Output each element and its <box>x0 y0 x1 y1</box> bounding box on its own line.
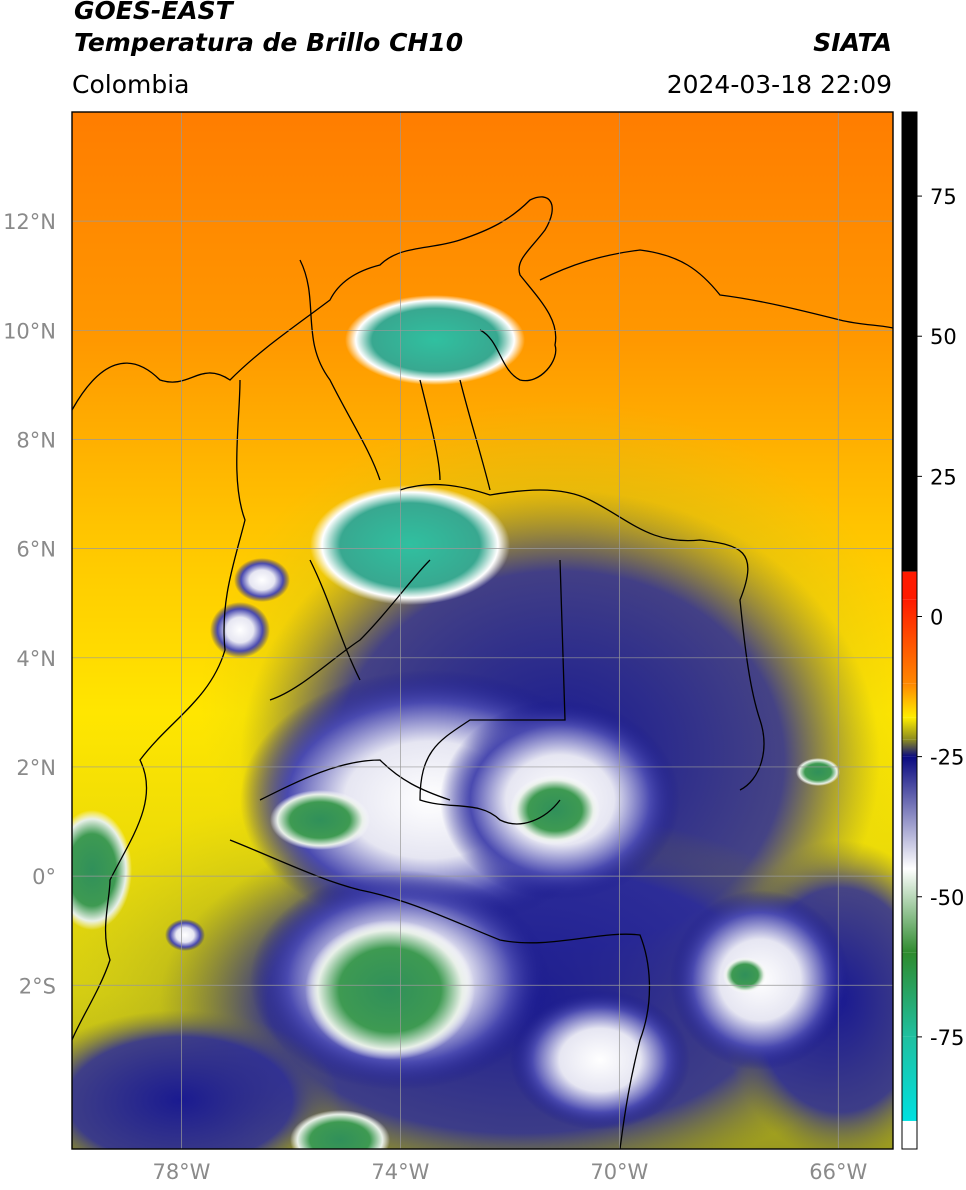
colorbar-tick-label: 0 <box>930 605 943 629</box>
region-label: Colombia <box>72 70 190 99</box>
cold-core-5 <box>796 758 840 786</box>
colorbar-tick-label: 25 <box>930 465 957 489</box>
colorbar-segment <box>902 112 917 572</box>
internal-border-1 <box>419 559 566 825</box>
longitude-labels: 78°W 74°W 70°W 66°W <box>152 1160 867 1184</box>
cold-core-7 <box>290 1110 390 1149</box>
lon-tick-label: 66°W <box>809 1160 867 1184</box>
pacific-coast <box>72 379 246 1041</box>
map-frame <box>71 111 894 1150</box>
lat-tick-label: 6°N <box>16 538 56 562</box>
lat-tick-label: 10°N <box>3 319 56 343</box>
venezuela-coast <box>539 249 893 329</box>
graticule <box>72 112 893 1149</box>
latitude-labels: 12°N 10°N 8°N 6°N 4°N 2°N 0° 2°S <box>3 210 56 998</box>
internal-borders <box>259 559 451 801</box>
lat-tick-label: 2°N <box>16 756 56 780</box>
cloud-small-west-2 <box>210 602 270 658</box>
colorbar-segment <box>902 739 917 757</box>
cold-core-1 <box>510 775 600 845</box>
teal-core-central <box>310 485 510 605</box>
cloud-small-pacific <box>165 919 205 951</box>
colorbar <box>902 112 917 1149</box>
lon-tick-label: 74°W <box>371 1160 429 1184</box>
colombia-venezuela-border <box>399 483 765 791</box>
colorbar-tick-label: -25 <box>930 746 964 770</box>
teal-core-north <box>345 295 525 385</box>
cold-core-6 <box>72 810 132 930</box>
colorbar-segment <box>902 868 917 953</box>
colorbar-segment <box>902 952 917 1037</box>
colorbar-tick-label: 50 <box>930 325 957 349</box>
lon-tick-label: 70°W <box>590 1160 648 1184</box>
colorbar-segment <box>902 571 917 600</box>
colorbar-frame <box>901 111 918 1150</box>
cold-core-4 <box>723 957 767 993</box>
cloud-tops-ss <box>510 990 690 1130</box>
colorbar-tick-label: -50 <box>930 886 964 910</box>
colorbar-segment <box>902 756 917 869</box>
navy-area-sw <box>72 1010 340 1149</box>
northern-departments <box>299 259 491 491</box>
colorbar-tick-label: -75 <box>930 1026 964 1050</box>
lat-tick-label: 4°N <box>16 647 56 671</box>
colorbar-segment <box>902 599 917 684</box>
cold-core-3 <box>305 920 475 1060</box>
cold-core-2 <box>270 790 370 850</box>
lat-tick-label: 0° <box>32 865 56 889</box>
lon-tick-label: 78°W <box>152 1160 210 1184</box>
timestamp-label: 2024-03-18 22:09 <box>666 70 892 99</box>
lat-tick-label: 12°N <box>3 210 56 234</box>
coastlines-and-borders <box>72 196 893 1149</box>
imagery-layer <box>72 112 893 1149</box>
colorbar-tick-label: 75 <box>930 185 957 209</box>
colorbar-segment <box>902 1036 917 1121</box>
satellite-title: GOES-EAST <box>74 0 233 25</box>
brand-label: SIATA <box>813 28 892 57</box>
southern-border <box>229 839 651 1149</box>
lat-tick-label: 8°N <box>16 428 56 452</box>
colorbar-segment <box>902 1120 917 1149</box>
cloud-small-west <box>234 558 290 602</box>
product-title: Temperatura de Brillo CH10 <box>74 28 464 57</box>
colorbar-segment <box>902 717 917 740</box>
lat-tick-label: 2°S <box>19 974 56 998</box>
colorbar-segment <box>902 683 917 718</box>
colorbar-labels: 75 50 25 0 -25 -50 -75 <box>917 185 964 1050</box>
caribbean-coast <box>72 196 557 411</box>
